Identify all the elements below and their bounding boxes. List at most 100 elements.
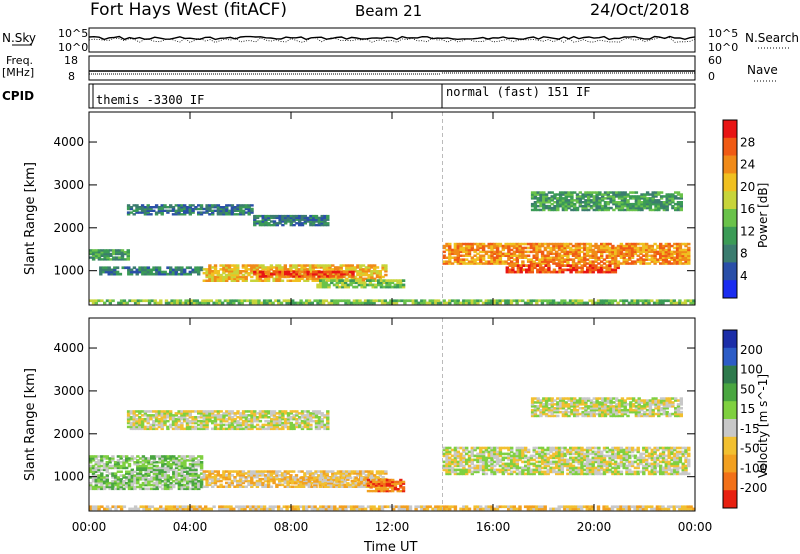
heatmap-cell [659, 242, 663, 246]
heatmap-cell [155, 272, 159, 276]
heatmap-cell [353, 470, 357, 473]
heatmap-cell [205, 485, 209, 488]
heatmap-cell [238, 474, 243, 477]
heatmap-cell [368, 283, 373, 287]
heatmap-cell [583, 248, 587, 252]
heatmap-cell [371, 285, 375, 289]
heatmap-cell [490, 468, 494, 472]
heatmap-cell [557, 262, 562, 265]
heatmap-cell [557, 256, 562, 259]
heatmap-cell [571, 250, 576, 254]
heatmap-cell [439, 301, 444, 305]
heatmap-cell [239, 425, 243, 429]
heatmap-cell [191, 461, 195, 464]
heatmap-cell [594, 244, 598, 248]
heatmap-cell [108, 483, 112, 487]
heatmap-cell [169, 417, 173, 421]
heatmap-cell [490, 244, 494, 248]
heatmap-cell [161, 487, 165, 491]
heatmap-cell [675, 250, 680, 254]
heatmap-cell [208, 213, 212, 216]
heatmap-cell [115, 270, 120, 274]
heatmap-cell [597, 256, 601, 259]
heatmap-cell [633, 248, 638, 252]
heatmap-cell [100, 461, 104, 464]
heatmap-cell [374, 482, 379, 485]
heatmap-cell [333, 299, 337, 303]
heatmap-cell [377, 484, 381, 487]
heatmap-cell [601, 204, 605, 208]
heatmap-cell [298, 423, 302, 427]
heatmap-cell [258, 425, 263, 429]
heatmap-cell [255, 216, 260, 220]
heatmap-cell [459, 462, 463, 466]
heatmap-cell [484, 460, 489, 464]
heatmap-cell [262, 299, 267, 303]
heatmap-cell [306, 216, 310, 220]
heatmap-cell [378, 277, 382, 281]
heatmap-cell [448, 246, 452, 250]
heatmap-cell [630, 242, 635, 246]
heatmap-cell [216, 479, 220, 483]
heatmap-cell [616, 252, 621, 256]
heatmap-cell [378, 273, 382, 277]
heatmap-cell [109, 254, 113, 257]
heatmap-cell [152, 468, 157, 472]
heatmap-cell [341, 281, 345, 285]
heatmap-cell [308, 264, 313, 267]
heatmap-cell [267, 425, 271, 429]
heatmap-cell [659, 244, 663, 248]
heatmap-cell [600, 246, 604, 250]
heatmap-cell [309, 223, 313, 227]
heatmap-cell [401, 488, 406, 491]
heatmap-cell [479, 246, 483, 250]
heatmap-cell [254, 301, 258, 305]
heatmap-cell [512, 244, 517, 248]
heatmap-cell [161, 466, 165, 470]
heatmap-cell [595, 202, 599, 206]
heatmap-cell [238, 271, 243, 275]
heatmap-cell [197, 459, 201, 462]
heatmap-cell [205, 427, 209, 431]
heatmap-cell [510, 252, 514, 256]
heatmap-cell [127, 470, 132, 473]
heatmap-cell [558, 264, 562, 267]
heatmap-cell [628, 256, 632, 259]
heatmap-cell [269, 266, 274, 269]
heatmap-cell [130, 468, 134, 472]
heatmap-cell [283, 479, 287, 483]
heatmap-cell [453, 246, 458, 250]
heatmap-cell [643, 202, 647, 206]
heatmap-cell [132, 410, 136, 413]
heatmap-cell [555, 258, 559, 261]
heatmap-cell [261, 214, 265, 218]
heatmap-cell [270, 272, 274, 276]
heatmap-cell [637, 208, 641, 212]
heatmap-cell [383, 484, 387, 487]
heatmap-cell [230, 416, 235, 419]
heatmap-cell [208, 414, 212, 417]
heatmap-cell [556, 193, 560, 196]
heatmap-cell [205, 207, 209, 211]
heatmap-cell [213, 423, 218, 427]
heatmap-cell [213, 279, 218, 282]
heatmap-cell [625, 248, 629, 252]
cpid-segment-2: normal (fast) 151 IF [446, 85, 591, 99]
heatmap-cell [188, 272, 192, 276]
heatmap-cell [366, 482, 371, 485]
heatmap-cell [127, 272, 131, 276]
heatmap-cell [188, 472, 193, 475]
heatmap-cell [266, 277, 271, 281]
heatmap-cell [619, 254, 624, 257]
heatmap-cell [490, 470, 494, 474]
heatmap-cell [177, 487, 182, 491]
heatmap-cell [94, 468, 98, 472]
heatmap-cell [123, 252, 128, 256]
heatmap-cell [595, 195, 599, 198]
heatmap-cell [275, 223, 279, 227]
heatmap-cell [312, 220, 316, 223]
heatmap-cell [495, 458, 500, 462]
heatmap-cell [661, 262, 666, 265]
heatmap-cell [166, 427, 170, 431]
heatmap-cell [250, 410, 254, 413]
